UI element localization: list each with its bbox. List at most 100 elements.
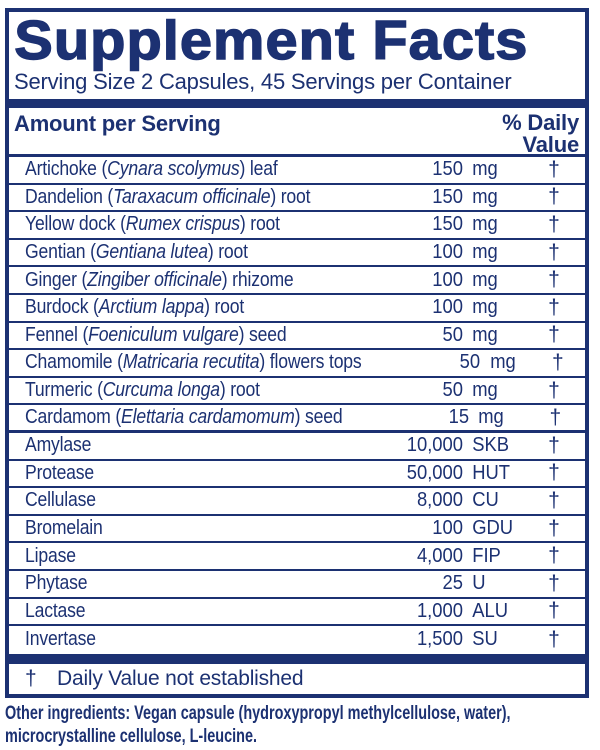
daily-value-symbol: † (548, 268, 560, 292)
daily-value-symbol: † (548, 378, 560, 402)
ingredient-amount: 1,000 (416, 599, 463, 622)
ingredient-unit: mg (472, 213, 498, 236)
ingredient-amount: 150 (432, 213, 463, 236)
ingredient-name: Burdock (Arctium lappa) root (25, 296, 245, 319)
ingredient-row: Cardamom (Elettaria cardamomum) seed 15 … (9, 405, 585, 433)
ingredient-name: Cellulase (25, 489, 96, 512)
ingredient-name: Amylase (25, 434, 92, 457)
daily-value-symbol: † (548, 323, 560, 347)
ingredient-amount: 10,000 (406, 434, 463, 457)
daily-value-symbol: † (548, 488, 560, 512)
ingredient-amount: 50 (442, 323, 463, 346)
daily-value-symbol: † (548, 516, 560, 540)
ingredient-amount: 100 (432, 241, 463, 264)
ingredient-name: Bromelain (25, 517, 103, 540)
ingredient-name: Dandelion (Taraxacum officinale) root (25, 185, 311, 208)
ingredient-name: Artichoke (Cynara scolymus) leaf (25, 158, 278, 181)
ingredient-row: Cellulase 8,000 CU † (9, 488, 585, 516)
ingredient-amount: 50 (442, 379, 463, 402)
ingredient-unit: mg (472, 158, 498, 181)
ingredient-row: Phytase 25 U † (9, 571, 585, 599)
serving-size-line: Serving Size 2 Capsules, 45 Servings per… (14, 69, 512, 94)
ingredient-name: Yellow dock (Rumex crispus) root (25, 213, 280, 236)
ingredient-amount: 100 (432, 268, 463, 291)
ingredient-row: Lipase 4,000 FIP † (9, 543, 585, 571)
ingredient-name: Fennel (Foeniculum vulgare) seed (25, 323, 287, 346)
daily-value-symbol: † (548, 544, 560, 568)
ingredient-unit: SU (472, 628, 498, 651)
page-title: Supplement Facts (14, 9, 529, 71)
dagger-symbol: † (25, 666, 37, 690)
ingredient-unit: mg (472, 323, 498, 346)
ingredient-row: Invertase 1,500 SU † (9, 626, 585, 654)
ingredient-table: Artichoke (Cynara scolymus) leaf 150 mg … (9, 157, 585, 654)
ingredient-name: Phytase (25, 572, 88, 595)
ingredient-amount: 50,000 (406, 461, 463, 484)
ingredient-amount: 100 (432, 517, 463, 540)
ingredient-amount: 150 (432, 158, 463, 181)
ingredient-row: Artichoke (Cynara scolymus) leaf 150 mg … (9, 157, 585, 185)
ingredient-row: Protease 50,000 HUT † (9, 461, 585, 489)
daily-value-label: % Daily Value (502, 112, 579, 156)
daily-value-symbol: † (548, 461, 560, 485)
ingredient-amount: 8,000 (416, 489, 463, 512)
ingredient-unit: mg (478, 406, 504, 429)
ingredient-name: Chamomile (Matricaria recutita) flowers … (25, 351, 362, 374)
daily-value-symbol: † (548, 212, 560, 236)
ingredient-unit: FIP (472, 544, 501, 567)
daily-value-symbol: † (548, 627, 560, 651)
daily-value-symbol: † (548, 295, 560, 319)
ingredient-amount: 4,000 (416, 544, 463, 567)
ingredient-row: Burdock (Arctium lappa) root 100 mg † (9, 295, 585, 323)
ingredient-name: Lactase (25, 599, 86, 622)
ingredient-row: Ginger (Zingiber officinale) rhizome 100… (9, 267, 585, 295)
ingredient-name: Invertase (25, 628, 96, 651)
ingredient-row: Fennel (Foeniculum vulgare) seed 50 mg † (9, 323, 585, 351)
ingredient-row: Dandelion (Taraxacum officinale) root 15… (9, 185, 585, 213)
ingredient-amount: 1,500 (416, 628, 463, 651)
ingredient-unit: mg (472, 241, 498, 264)
ingredient-unit: HUT (472, 461, 511, 484)
ingredient-row: Bromelain 100 GDU † (9, 516, 585, 544)
footnote: † Daily Value not established (9, 664, 585, 694)
column-header: Amount per Serving % Daily Value (9, 108, 585, 156)
ingredient-name: Turmeric (Curcuma longa) root (25, 379, 260, 402)
facts-box: Supplement Facts Serving Size 2 Capsules… (5, 8, 589, 698)
divider-medium (9, 154, 585, 157)
ingredient-row: Chamomile (Matricaria recutita) flowers … (9, 350, 585, 378)
ingredient-unit: SKB (472, 434, 510, 457)
ingredient-unit: mg (472, 379, 498, 402)
ingredient-amount: 150 (432, 185, 463, 208)
ingredient-amount: 25 (442, 572, 463, 595)
ingredient-unit: ALU (472, 599, 508, 622)
ingredient-row: Yellow dock (Rumex crispus) root 150 mg … (9, 212, 585, 240)
ingredient-unit: CU (472, 489, 499, 512)
daily-value-symbol: † (548, 157, 560, 181)
divider-thick-top (9, 99, 585, 108)
ingredient-unit: mg (489, 351, 516, 374)
ingredient-name: Gentian (Gentiana lutea) root (25, 241, 248, 264)
ingredient-name: Lipase (25, 544, 76, 567)
ingredient-amount: 50 (460, 351, 481, 374)
daily-value-symbol: † (552, 350, 564, 374)
ingredient-name: Protease (25, 461, 95, 484)
daily-value-symbol: † (548, 185, 560, 209)
ingredient-row: Amylase 10,000 SKB † (9, 433, 585, 461)
ingredient-unit: mg (472, 185, 498, 208)
ingredient-unit: mg (472, 296, 498, 319)
ingredient-unit: mg (472, 268, 498, 291)
ingredient-row: Lactase 1,000 ALU † (9, 599, 585, 627)
daily-value-label-line1: % Daily (502, 110, 579, 135)
other-ingredients-text: Other ingredients: Vegan capsule (hydrox… (5, 703, 511, 747)
daily-value-symbol: † (548, 433, 560, 457)
divider-thick-bottom (9, 653, 585, 664)
ingredient-unit: U (472, 572, 486, 595)
amount-per-serving-label: Amount per Serving (14, 111, 221, 136)
daily-value-symbol: † (548, 571, 560, 595)
ingredient-row: Turmeric (Curcuma longa) root 50 mg † (9, 378, 585, 406)
ingredient-name: Ginger (Zingiber officinale) rhizome (25, 268, 294, 291)
daily-value-symbol: † (548, 240, 560, 264)
ingredient-name: Cardamom (Elettaria cardamomum) seed (25, 406, 343, 429)
daily-value-label-line2: Value (522, 132, 580, 157)
